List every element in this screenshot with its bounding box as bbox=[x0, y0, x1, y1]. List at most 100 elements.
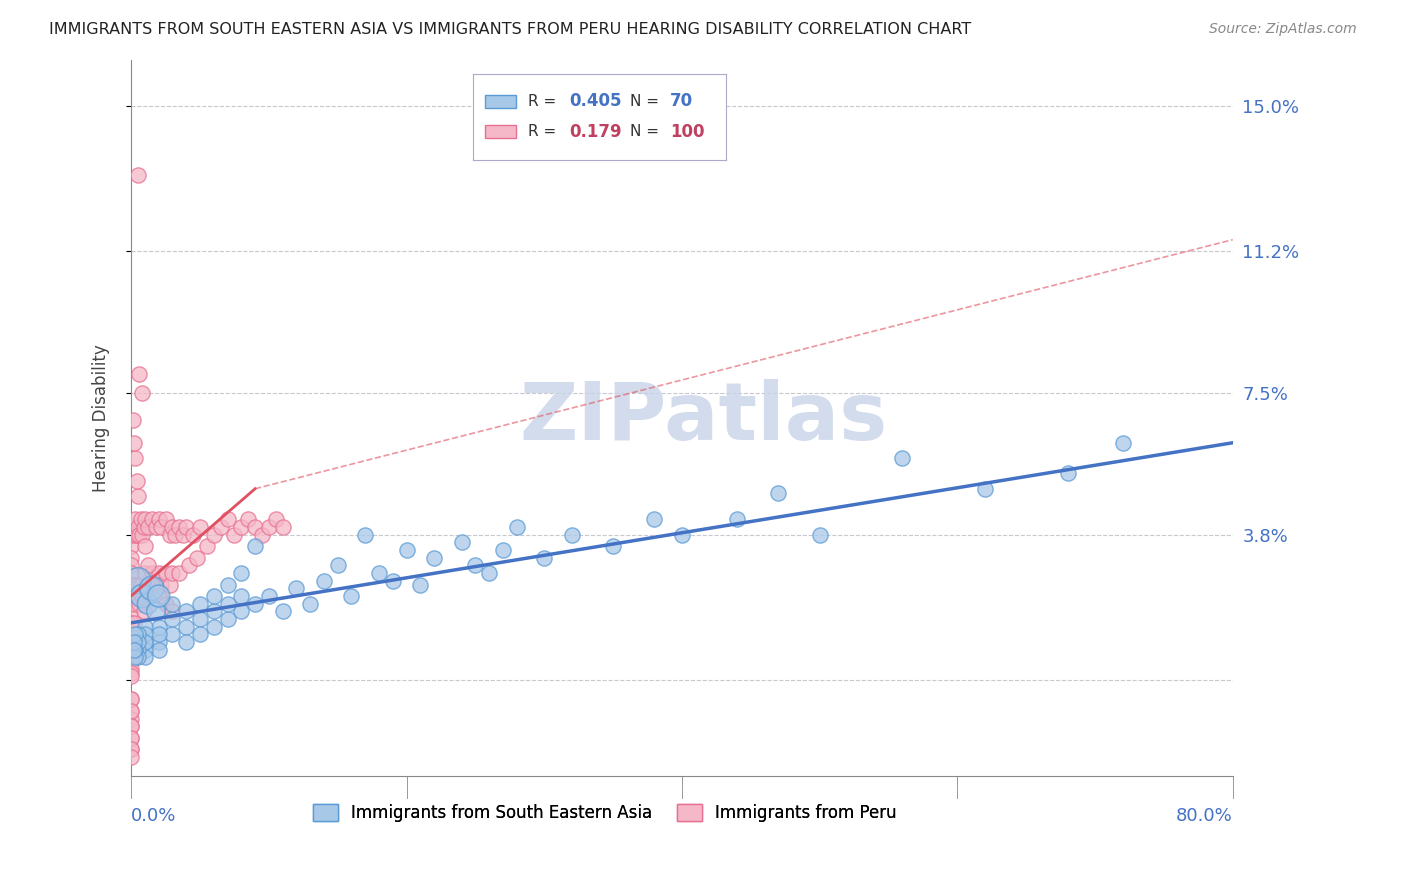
Point bbox=[243, 520, 266, 534]
Point bbox=[174, 635, 197, 649]
Point bbox=[120, 635, 142, 649]
Point bbox=[122, 435, 145, 450]
Point bbox=[150, 520, 173, 534]
Point bbox=[312, 574, 335, 588]
Point bbox=[134, 642, 156, 657]
Point bbox=[1111, 435, 1133, 450]
Point bbox=[120, 520, 142, 534]
Point bbox=[129, 577, 152, 591]
Point bbox=[202, 527, 225, 541]
Point bbox=[150, 577, 173, 591]
Point bbox=[120, 719, 142, 733]
Point bbox=[224, 527, 246, 541]
Point bbox=[127, 650, 149, 665]
Point bbox=[195, 539, 218, 553]
Point bbox=[132, 604, 155, 618]
Point bbox=[155, 597, 177, 611]
Point bbox=[533, 550, 555, 565]
Point bbox=[120, 719, 142, 733]
Point bbox=[217, 597, 239, 611]
Point bbox=[120, 692, 142, 706]
Point bbox=[148, 635, 170, 649]
Point bbox=[159, 527, 181, 541]
Point bbox=[450, 535, 472, 549]
Point bbox=[891, 451, 914, 466]
Point bbox=[209, 520, 232, 534]
Legend: Immigrants from South Eastern Asia, Immigrants from Peru: Immigrants from South Eastern Asia, Immi… bbox=[307, 797, 904, 829]
Point bbox=[131, 386, 153, 401]
Point bbox=[162, 627, 184, 641]
Point bbox=[120, 704, 142, 718]
Point bbox=[122, 527, 145, 541]
Point bbox=[141, 566, 163, 580]
Point bbox=[271, 520, 294, 534]
Point bbox=[643, 512, 665, 526]
Point bbox=[120, 539, 142, 553]
Point bbox=[169, 566, 191, 580]
Point bbox=[120, 615, 142, 630]
Point bbox=[285, 582, 308, 596]
Point bbox=[120, 558, 142, 573]
Point bbox=[141, 582, 163, 596]
Point bbox=[148, 512, 170, 526]
Point bbox=[155, 512, 177, 526]
Point bbox=[423, 550, 446, 565]
Point bbox=[120, 692, 142, 706]
Point bbox=[188, 627, 211, 641]
Point bbox=[125, 527, 148, 541]
Point bbox=[124, 451, 146, 466]
Point bbox=[125, 589, 148, 603]
Point bbox=[122, 635, 145, 649]
Point bbox=[162, 612, 184, 626]
Point bbox=[120, 750, 142, 764]
Point bbox=[127, 635, 149, 649]
Point bbox=[120, 704, 142, 718]
Point bbox=[231, 589, 253, 603]
Point bbox=[141, 577, 163, 591]
Point bbox=[127, 168, 149, 182]
Point bbox=[354, 527, 377, 541]
Point bbox=[134, 635, 156, 649]
Point bbox=[174, 520, 197, 534]
Point bbox=[271, 604, 294, 618]
Y-axis label: Hearing Disability: Hearing Disability bbox=[93, 344, 110, 491]
Point bbox=[202, 620, 225, 634]
Point bbox=[131, 589, 153, 603]
Point bbox=[188, 520, 211, 534]
Point bbox=[120, 712, 142, 726]
Point bbox=[299, 597, 322, 611]
Point bbox=[134, 539, 156, 553]
Text: IMMIGRANTS FROM SOUTH EASTERN ASIA VS IMMIGRANTS FROM PERU HEARING DISABILITY CO: IMMIGRANTS FROM SOUTH EASTERN ASIA VS IM… bbox=[49, 22, 972, 37]
Point bbox=[492, 543, 515, 558]
Text: ZIPatlas: ZIPatlas bbox=[520, 379, 889, 457]
Point bbox=[136, 577, 159, 591]
Point bbox=[124, 627, 146, 641]
Point bbox=[165, 527, 187, 541]
Point bbox=[128, 527, 150, 541]
Point bbox=[162, 566, 184, 580]
Point bbox=[134, 566, 156, 580]
Point bbox=[120, 742, 142, 756]
Point bbox=[202, 589, 225, 603]
Point bbox=[125, 474, 148, 488]
Point bbox=[136, 520, 159, 534]
Point bbox=[188, 612, 211, 626]
Point bbox=[120, 597, 142, 611]
Point bbox=[231, 520, 253, 534]
Point bbox=[134, 512, 156, 526]
Point bbox=[155, 566, 177, 580]
Point bbox=[120, 550, 142, 565]
Point bbox=[217, 512, 239, 526]
Point bbox=[120, 604, 142, 618]
Point bbox=[124, 512, 146, 526]
Point bbox=[808, 527, 831, 541]
Point bbox=[120, 731, 142, 745]
Point bbox=[120, 665, 142, 680]
Point bbox=[124, 650, 146, 665]
Point bbox=[145, 520, 167, 534]
Point bbox=[148, 642, 170, 657]
Point bbox=[395, 543, 418, 558]
Point bbox=[131, 589, 153, 603]
Point bbox=[602, 539, 624, 553]
Point bbox=[127, 574, 149, 588]
